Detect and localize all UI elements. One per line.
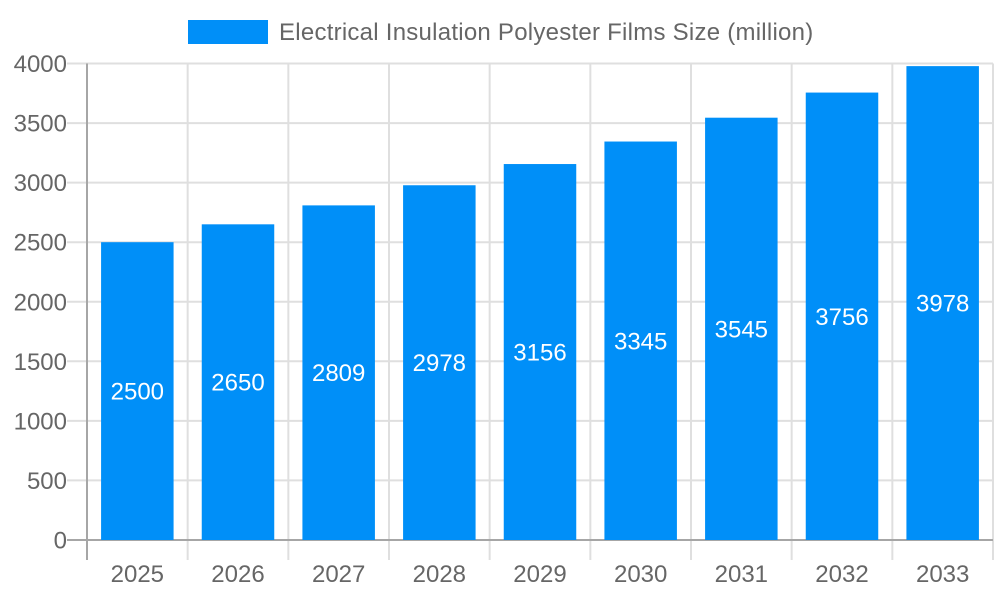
svg-text:2031: 2031	[715, 561, 768, 588]
svg-text:2033: 2033	[916, 561, 969, 588]
svg-text:2027: 2027	[312, 561, 365, 588]
svg-text:4000: 4000	[14, 51, 67, 78]
svg-text:3978: 3978	[916, 291, 969, 318]
svg-text:3000: 3000	[14, 170, 67, 197]
svg-text:2028: 2028	[413, 561, 466, 588]
svg-text:2030: 2030	[614, 561, 667, 588]
svg-text:2809: 2809	[312, 360, 365, 387]
svg-text:500: 500	[27, 468, 67, 495]
svg-text:2032: 2032	[815, 561, 868, 588]
svg-text:3500: 3500	[14, 111, 67, 138]
svg-text:2650: 2650	[211, 370, 264, 397]
svg-text:0: 0	[54, 528, 67, 555]
svg-text:3345: 3345	[614, 328, 667, 355]
svg-text:2026: 2026	[211, 561, 264, 588]
svg-text:1500: 1500	[14, 349, 67, 376]
svg-text:2500: 2500	[111, 379, 164, 406]
svg-text:2978: 2978	[413, 350, 466, 377]
svg-text:2000: 2000	[14, 289, 67, 316]
svg-text:2500: 2500	[14, 230, 67, 257]
svg-text:1000: 1000	[14, 408, 67, 435]
svg-text:Electrical Insulation Polyeste: Electrical Insulation Polyester Films Si…	[279, 19, 813, 46]
svg-text:3156: 3156	[513, 340, 566, 367]
svg-text:2029: 2029	[513, 561, 566, 588]
svg-text:3545: 3545	[715, 316, 768, 343]
svg-text:3756: 3756	[815, 304, 868, 331]
svg-text:2025: 2025	[111, 561, 164, 588]
